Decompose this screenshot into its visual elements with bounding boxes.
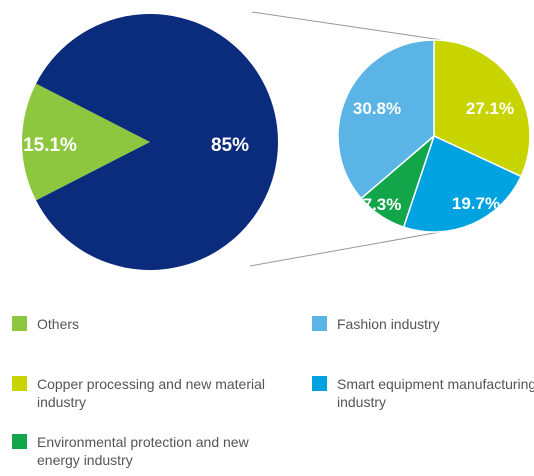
small-pie-data-label: 30.8% <box>353 99 401 118</box>
legend-swatch-environmental <box>12 434 27 449</box>
legend-label-environmental: Environmental protection and new energy … <box>37 434 249 468</box>
legend-label-smart-equipment: Smart equipment manufacturing industry <box>337 376 534 410</box>
small-pie-data-label: 7.3% <box>363 195 402 214</box>
slice-copper <box>433 39 531 178</box>
legend-swatch-others <box>12 316 27 331</box>
connector-line-top <box>251 11 443 41</box>
legend-swatch-copper <box>12 376 27 391</box>
slice-smart-equipment <box>402 134 523 233</box>
big-pie-data-label: 15.1% <box>23 135 77 156</box>
slice-fashion <box>337 39 435 200</box>
legend-item-copper: Copper processing and new material indus… <box>12 375 267 411</box>
legend-label-fashion: Fashion industry <box>337 316 440 332</box>
legend-item-environmental: Environmental protection and new energy … <box>12 433 267 469</box>
legend-label-others: Others <box>37 316 80 332</box>
legend-swatch-smart-equipment <box>312 376 327 391</box>
legend-label-copper: Copper processing and new material indus… <box>37 376 266 410</box>
small-pie-data-label: 27.1% <box>466 99 514 118</box>
pie-of-pie-chart: 15.1% 85% 27.1% 19.7% 7.3% 30.8% <box>21 11 531 271</box>
legend-item-fashion: Fashion industry <box>312 315 534 333</box>
big-pie-data-label: 85% <box>211 135 249 156</box>
slice-rest <box>36 14 278 271</box>
small-pie-data-label: 19.7% <box>452 194 500 213</box>
legend-swatch-fashion <box>312 316 327 331</box>
connector-line-bottom <box>249 231 441 267</box>
legend-item-smart-equipment: Smart equipment manufacturing industry <box>312 375 534 411</box>
slice-others <box>21 83 150 201</box>
legend-item-others: Others <box>12 315 267 333</box>
